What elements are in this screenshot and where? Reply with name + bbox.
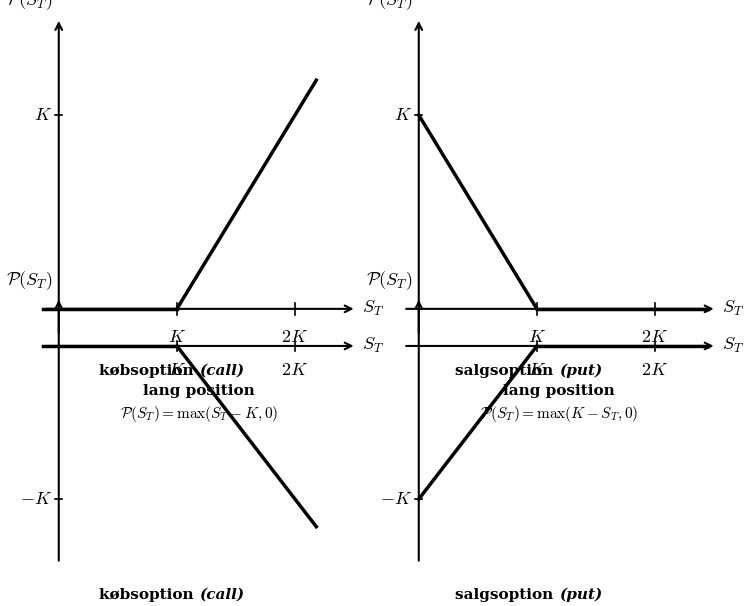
Text: $K$: $K$ [528,361,546,379]
Text: $\mathcal{P}(S_T)$: $\mathcal{P}(S_T)$ [7,270,53,292]
Text: $S_T$: $S_T$ [362,299,384,318]
Text: (put): (put) [559,364,602,378]
Text: $S_T$: $S_T$ [722,336,744,356]
Text: $\mathcal{P}(S_T) = \max(S_T - K, 0)$: $\mathcal{P}(S_T) = \max(S_T - K, 0)$ [119,404,278,424]
Text: købsoption: købsoption [99,364,199,378]
Text: salgsoption: salgsoption [455,588,559,602]
Text: (call): (call) [199,588,244,602]
Text: $\mathcal{P}(S_T)$: $\mathcal{P}(S_T)$ [367,270,413,292]
Text: $K$: $K$ [34,106,52,124]
Text: $K$: $K$ [168,361,186,379]
Text: $-K$: $-K$ [380,490,412,508]
Text: $2K$: $2K$ [641,328,668,346]
Text: $K$: $K$ [168,328,186,346]
Text: $-K$: $-K$ [20,490,52,508]
Text: salgsoption: salgsoption [455,364,559,378]
Text: $\mathcal{P}(S_T) = \max(K - S_T, 0)$: $\mathcal{P}(S_T) = \max(K - S_T, 0)$ [479,404,638,424]
Text: $2K$: $2K$ [281,328,308,346]
Text: $K$: $K$ [528,328,546,346]
Text: $\mathcal{P}(S_T)$: $\mathcal{P}(S_T)$ [7,0,53,12]
Text: lang position: lang position [142,384,254,398]
Text: $2K$: $2K$ [281,361,308,379]
Text: $K$: $K$ [394,106,412,124]
Text: lang position: lang position [503,384,615,398]
Text: købsoption: købsoption [99,588,199,602]
Text: (put): (put) [559,588,602,602]
Text: $2K$: $2K$ [641,361,668,379]
Text: $\mathcal{P}(S_T)$: $\mathcal{P}(S_T)$ [367,0,413,12]
Text: $S_T$: $S_T$ [722,299,744,318]
Text: (call): (call) [199,364,244,378]
Text: $S_T$: $S_T$ [362,336,384,356]
